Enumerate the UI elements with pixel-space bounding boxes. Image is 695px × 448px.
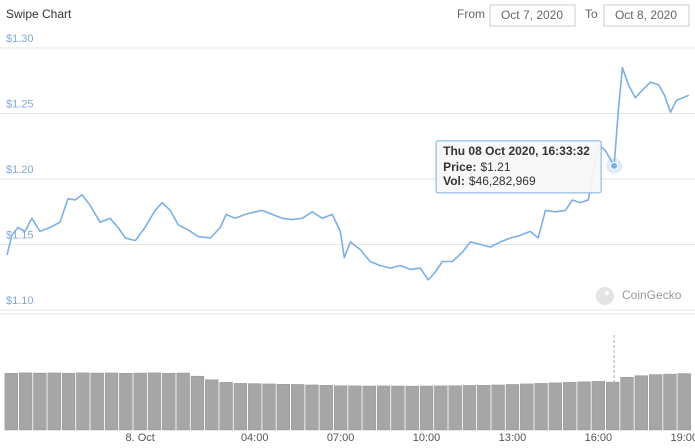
volume-bar [663, 373, 677, 431]
x-tick-label: 04:00 [241, 432, 269, 444]
y-tick-label: $1.10 [6, 295, 34, 307]
x-tick-label: 13:00 [499, 432, 527, 444]
volume-bar [606, 381, 620, 431]
watermark-logo-eye [604, 290, 610, 296]
volume-bar [104, 372, 119, 431]
volume-bar [305, 384, 319, 431]
y-tick-label: $1.15 [6, 229, 34, 241]
to-date-input[interactable] [603, 4, 690, 27]
tooltip-row-value: $46,282,969 [469, 174, 536, 188]
volume-bar [4, 373, 18, 431]
volume-bar [391, 385, 405, 431]
watermark-text: CoinGecko [622, 288, 682, 302]
y-tick-label: $1.30 [6, 33, 34, 45]
volume-bar [47, 372, 61, 431]
volume-bar [190, 375, 205, 431]
x-tick-label: 10:00 [413, 432, 441, 444]
volume-bar [248, 383, 262, 431]
volume-bar [491, 384, 505, 431]
volume-bar [219, 382, 233, 431]
volume-bar [262, 383, 276, 431]
tooltip-row-label: Vol: [443, 174, 465, 188]
volume-bar [119, 373, 133, 431]
to-date[interactable]: Oct 8, 2020 [615, 8, 677, 22]
x-tick-label: 16:00 [585, 432, 613, 444]
volume-bar [333, 385, 348, 431]
tooltip-box [435, 140, 602, 194]
tooltip-title: Thu 08 Oct 2020, 16:33:32 [443, 144, 590, 158]
volume-bar [520, 383, 534, 431]
volume-bar [448, 385, 462, 431]
volume-bar [33, 372, 47, 431]
watermark-logo [596, 287, 614, 305]
volume-bar [620, 376, 634, 431]
tooltip-row-label: Price: [443, 160, 476, 174]
volume-bar [677, 373, 691, 431]
price-line [6, 66, 690, 281]
volume-bar [563, 382, 577, 431]
plot-area: $1.10 $1.15 $1.20 $1.25 $1.30 8. Oct 04:00 07:0… [0, 33, 695, 444]
volume-bar [505, 384, 520, 431]
volume-bar [61, 372, 76, 431]
volume-bar [548, 382, 563, 431]
chart-title: Swipe Chart [6, 7, 72, 21]
volume-bar [405, 385, 419, 431]
x-tick-label: 8. Oct [125, 432, 154, 444]
volume-bar [176, 372, 190, 431]
volume-bar [147, 372, 162, 431]
volume-bar [648, 374, 663, 431]
volume-bar [362, 385, 376, 431]
volume-bar [233, 383, 248, 431]
volume-bar [577, 381, 591, 431]
from-label: From [457, 7, 485, 21]
volume-bar [348, 385, 362, 431]
volume-bar [376, 385, 391, 431]
x-tick-label: 07:00 [327, 432, 355, 444]
hover-point [610, 161, 619, 170]
y-tick-label: $1.25 [6, 98, 34, 110]
volume-bar [162, 372, 176, 431]
from-date[interactable]: Oct 7, 2020 [501, 8, 563, 22]
volume-bar [133, 372, 147, 431]
x-tick-label: 19:00 [671, 432, 695, 444]
volume-bar [205, 379, 219, 431]
volume-bar [419, 385, 434, 431]
volume-bar [462, 385, 477, 431]
volume-bar [591, 381, 606, 431]
volume-bar [90, 372, 104, 431]
tooltip-row-value: $1.21 [480, 160, 510, 174]
volume-bar [634, 375, 648, 431]
to-label: To [585, 7, 598, 21]
volume-bar [291, 384, 305, 431]
volume-bar [18, 372, 33, 431]
volume-bar [276, 384, 290, 431]
volume-bar [76, 372, 90, 431]
volume-bar [534, 383, 548, 431]
from-date-input[interactable] [489, 4, 576, 27]
volume-bar [434, 385, 448, 431]
watermark: CoinGecko [596, 287, 682, 305]
volume-bar [319, 385, 333, 431]
volume-bar [477, 385, 491, 431]
tooltip: Thu 08 Oct 2020, 16:33:32 Price: $1.21 Vol:… [435, 140, 623, 430]
y-tick-label: $1.20 [6, 164, 34, 176]
